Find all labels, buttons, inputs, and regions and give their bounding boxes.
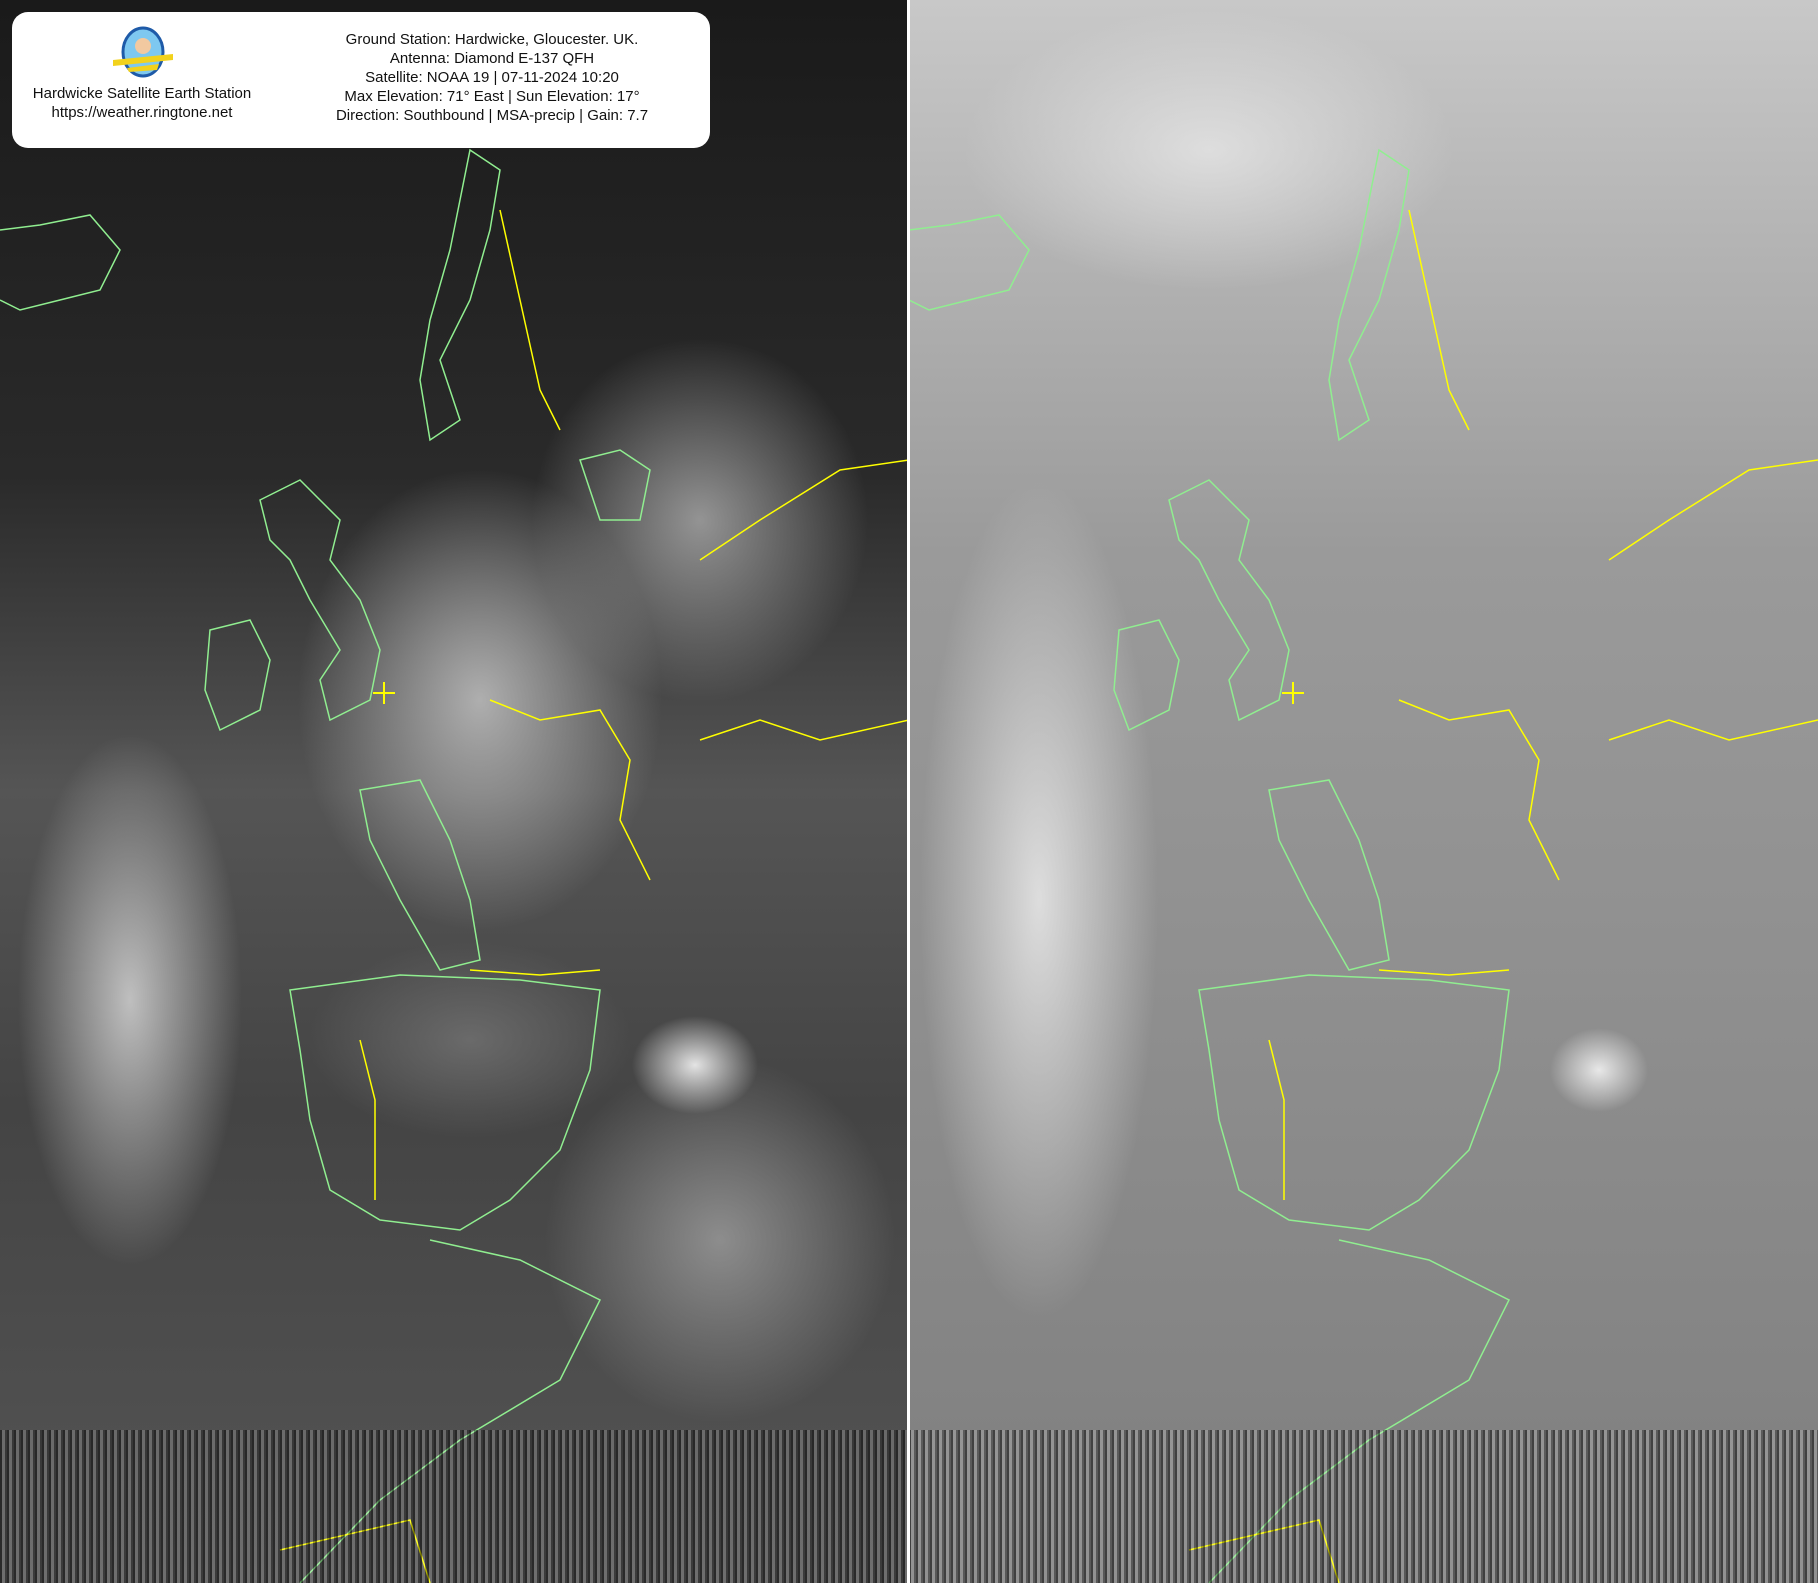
station-name: Hardwicke Satellite Earth Station https:…: [22, 84, 262, 122]
satellite-image-left: [0, 0, 909, 1583]
info-box: Hardwicke Satellite Earth Station https:…: [12, 12, 710, 148]
signal-noise-band: [0, 1430, 909, 1583]
satellite-image-right: [909, 0, 1818, 1583]
ground-station-line: Ground Station: Hardwicke, Gloucester. U…: [345, 31, 639, 48]
station-marker-icon: [373, 682, 395, 704]
station-title: Hardwicke Satellite Earth Station: [32, 85, 252, 102]
signal-noise-band: [909, 1430, 1818, 1583]
satellite-line: Satellite: NOAA 19 | 07-11-2024 10:20: [365, 69, 619, 86]
coastlines: [0, 148, 651, 1583]
phobic-flyer-logo-icon: [113, 26, 173, 78]
map-overlay-left: [0, 148, 909, 1583]
borders: [1188, 209, 1818, 1583]
elevation-line: Max Elevation: 71° East | Sun Elevation:…: [344, 88, 640, 105]
map-overlay-right: [909, 148, 1818, 1583]
station-url: https://weather.ringtone.net: [51, 104, 233, 121]
direction-line: Direction: Southbound | MSA-precip | Gai…: [335, 107, 649, 124]
pass-details: Ground Station: Hardwicke, Gloucester. U…: [282, 30, 702, 125]
panel-divider: [907, 0, 910, 1583]
antenna-line: Antenna: Diamond E-137 QFH: [389, 50, 595, 67]
station-marker-icon: [1282, 682, 1304, 704]
borders: [279, 209, 909, 1583]
coastlines: [909, 148, 1511, 1583]
